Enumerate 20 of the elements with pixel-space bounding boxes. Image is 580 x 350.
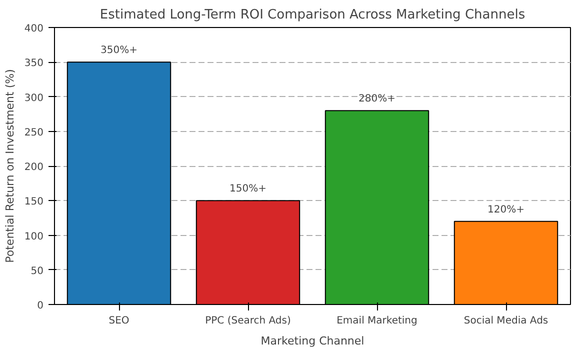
data-label: 120%+ xyxy=(488,204,524,216)
y-tick-label: 400 xyxy=(24,24,44,34)
x-tick-label: PPC (Search Ads) xyxy=(205,316,291,326)
y-tick-label: 250 xyxy=(24,127,44,138)
y-tick-label: 350 xyxy=(24,58,44,70)
x-tick-label: Social Media Ads xyxy=(464,316,548,326)
y-axis-title: Potential Return on Investment (%) xyxy=(3,69,16,263)
y-tick-label: 300 xyxy=(24,92,44,104)
data-label: 150%+ xyxy=(230,184,266,195)
y-tick-label: 200 xyxy=(24,162,44,173)
y-tick-label: 150 xyxy=(24,196,44,208)
chart-title: Estimated Long-Term ROI Comparison Across Marketing Channels xyxy=(100,8,526,22)
data-label: 350%+ xyxy=(100,45,138,56)
x-axis-title: Marketing Channel xyxy=(260,334,364,348)
y-tick-label: 0 xyxy=(37,300,44,312)
y-tick-label: 100 xyxy=(24,231,44,242)
x-tick-label: SEO xyxy=(108,316,130,326)
x-tick-label: Email Marketing xyxy=(336,316,418,326)
y-tick-label: 50 xyxy=(30,266,44,277)
data-label: 280%+ xyxy=(358,94,396,105)
